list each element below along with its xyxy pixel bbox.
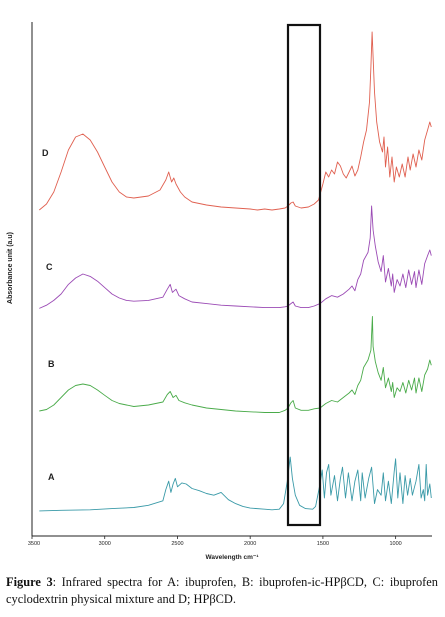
x-tick-label: 1000	[390, 541, 402, 547]
highlight-box	[286, 23, 322, 527]
x-tick-label: 3000	[99, 541, 111, 547]
caption-label: Figure 3	[6, 575, 53, 589]
x-tick-label: 2000	[244, 541, 256, 547]
spectrum-line-b	[39, 316, 432, 413]
x-tick-label: 1500	[317, 541, 329, 547]
spectrum-line-c	[39, 205, 432, 309]
x-ticks: 3500 3000 2500 2000 1500 1000	[28, 536, 402, 547]
series-layer	[39, 31, 432, 512]
spectrum-line-d	[39, 31, 432, 211]
spectrum-line-a	[39, 456, 432, 512]
series-labels: A B C D	[42, 148, 55, 482]
series-label-c: C	[46, 262, 53, 272]
caption-text: : Infrared spectra for A: ibuprofen, B: …	[6, 575, 438, 606]
y-axis-label: Absorbance unit (a.u)	[7, 232, 14, 304]
figure-caption: Figure 3: Infrared spectra for A: ibupro…	[6, 574, 438, 608]
x-axis-label: Wavelength cm⁻¹	[205, 554, 258, 561]
x-tick-label: 2500	[171, 541, 183, 547]
ir-spectra-chart: 3500 3000 2500 2000 1500 1000 A B C D Wavelength…	[7, 22, 432, 561]
x-tick-label: 3500	[28, 541, 40, 547]
series-label-d: D	[42, 148, 49, 158]
series-label-b: B	[48, 359, 55, 369]
series-label-a: A	[48, 472, 55, 482]
